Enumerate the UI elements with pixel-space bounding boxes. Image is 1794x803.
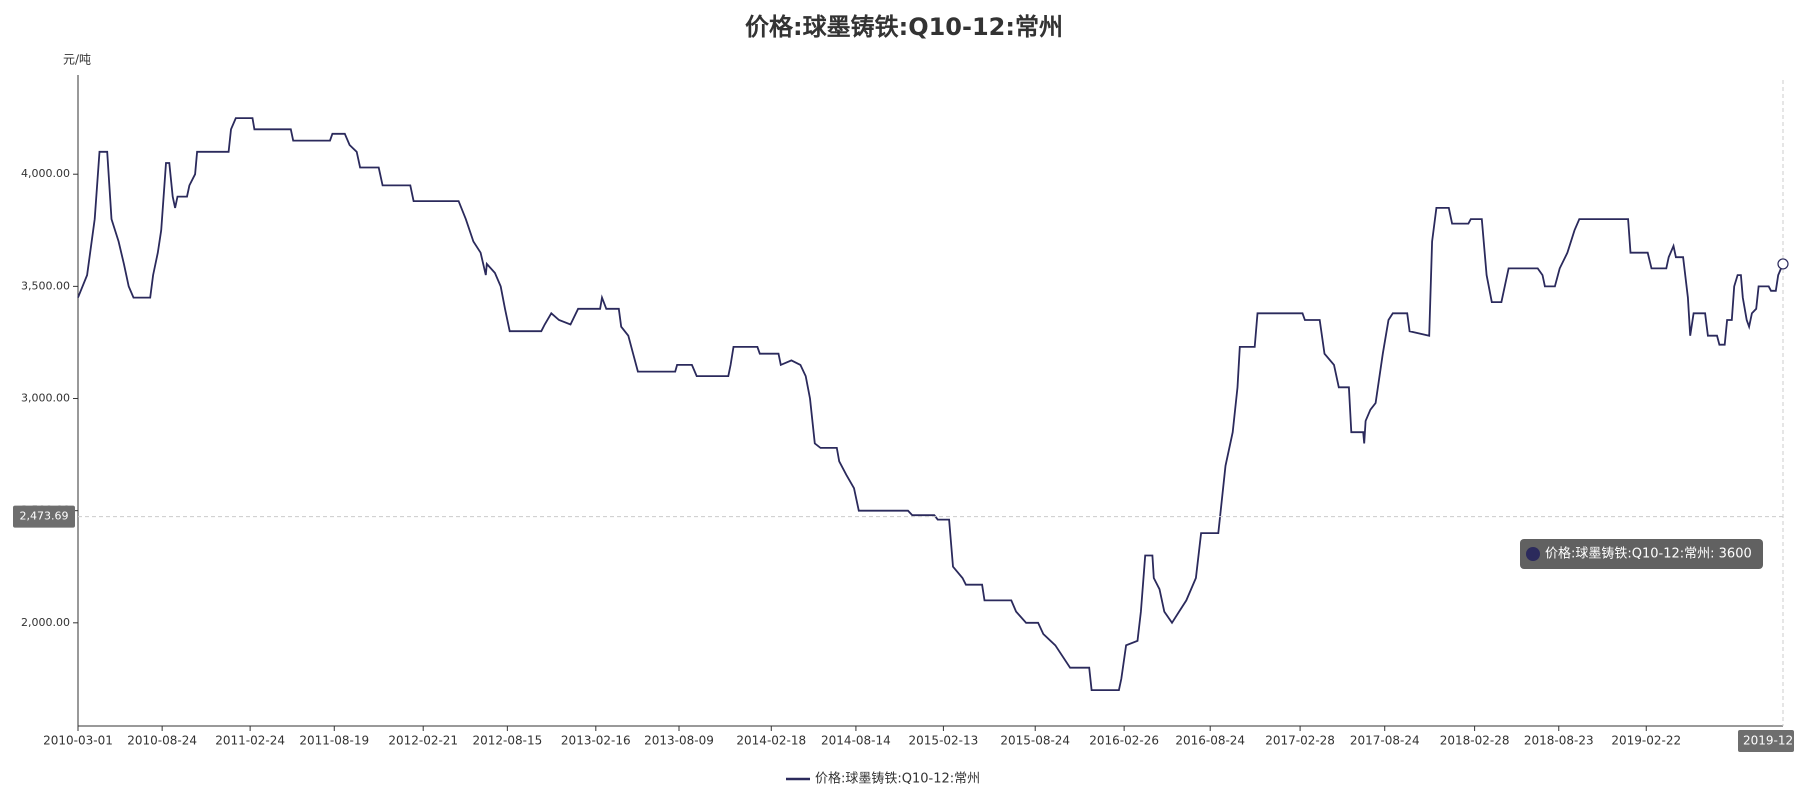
- crosshair-x-label: 2019-12: [1743, 734, 1793, 748]
- x-tick-label: 2012-08-15: [472, 734, 542, 748]
- x-tick-label: 2016-02-26: [1089, 734, 1159, 748]
- hover-point: [1777, 258, 1789, 270]
- x-tick-label: 2018-08-23: [1524, 734, 1594, 748]
- crosshair-y-label: 2,473.69: [20, 510, 69, 523]
- x-tick-label: 2013-08-09: [644, 734, 714, 748]
- x-tick-label: 2019-02-22: [1611, 734, 1681, 748]
- x-tick-label: 2014-02-18: [736, 734, 806, 748]
- x-tick-label: 2010-08-24: [127, 734, 197, 748]
- chart-title: 价格:球墨铸铁:Q10-12:常州: [745, 13, 1063, 41]
- y-tick-label: 4,000.00: [21, 167, 70, 180]
- x-tick-label: 2011-08-19: [299, 734, 369, 748]
- x-tick-label: 2017-02-28: [1265, 734, 1335, 748]
- y-tick-label: 3,000.00: [21, 392, 70, 405]
- y-tick-label: 2,000.00: [21, 616, 70, 629]
- tooltip-text: 价格:球墨铸铁:Q10-12:常州: 3600: [1545, 546, 1752, 562]
- tooltip-box: [1520, 539, 1763, 569]
- y-unit: 元/吨: [63, 53, 91, 67]
- x-tick-label: 2015-02-13: [909, 734, 979, 748]
- x-tick-label: 2011-02-24: [215, 734, 285, 748]
- crosshair-y-box: [13, 505, 75, 528]
- legend-label: 价格:球墨铸铁:Q10-12:常州: [815, 771, 980, 787]
- x-tick-label: 2013-02-16: [561, 734, 631, 748]
- crosshair-x-box: [1738, 730, 1794, 752]
- y-tick-label: 3,500.00: [21, 279, 70, 292]
- tooltip-dot: [1526, 547, 1540, 561]
- x-tick-label: 2012-02-21: [388, 734, 458, 748]
- x-tick-label: 2016-08-24: [1175, 734, 1245, 748]
- x-tick-label: 2018-02-28: [1440, 734, 1510, 748]
- line: [77, 117, 1784, 691]
- x-tick-label: 2014-08-14: [821, 734, 891, 748]
- x-tick-label: 2015-08-24: [1000, 734, 1070, 748]
- x-tick-label: 2017-08-24: [1350, 734, 1420, 748]
- x-tick-label: 2010-03-01: [43, 734, 113, 748]
